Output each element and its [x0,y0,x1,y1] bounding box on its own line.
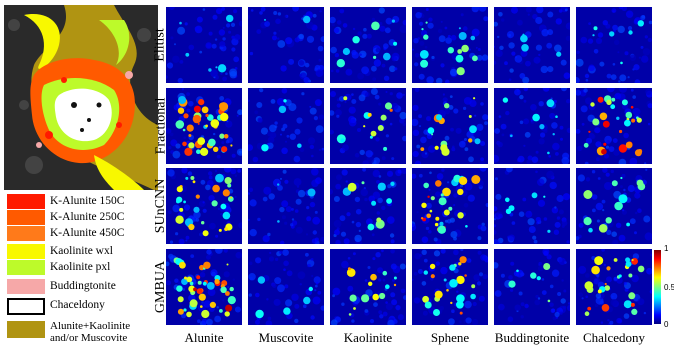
legend-swatch-chaceldony [7,298,45,315]
abundance-map-fractional-chalcedony [576,88,652,164]
abundance-map-fractional-buddingtonite [494,88,570,164]
abundance-map-fractional-alunite [166,88,242,164]
legend-label-buddingtonite: Buddingtonite [50,280,116,292]
colorbar-tick-max: 1 [664,244,669,253]
col-label-muscovite: Muscovite [258,330,314,345]
legend-swatch-k-alunite-450c [7,226,45,241]
abundance-map-gmbua-buddingtonite [494,249,570,325]
abundance-map-elitist-chalcedony [576,7,652,83]
abundance-map-suncnn-chalcedony [576,168,652,244]
abundance-map-gmbua-kaolinite [330,249,406,325]
abundance-map-elitist-kaolinite [330,7,406,83]
abundance-map-fractional-sphene [412,88,488,164]
legend-label-kaolinite-pxl: Kaolinite pxl [50,261,111,273]
legend-swatch-kaolinite-pxl [7,260,45,275]
col-label-buddingtonite: Buddingtonite [494,330,570,345]
abundance-map-suncnn-kaolinite [330,168,406,244]
abundance-map-fractional-muscovite [248,88,324,164]
colorbar [654,250,661,324]
abundance-map-elitist-sphene [412,7,488,83]
col-label-sphene: Sphene [430,330,470,345]
abundance-map-gmbua-chalcedony [576,249,652,325]
abundance-map-fractional-kaolinite [330,88,406,164]
col-label-chalcedony: Chalcedony [582,330,646,345]
col-label-kaolinite: Kaolinite [343,330,393,345]
legend-swatch-buddingtonite [7,279,45,294]
legend-label-k-alunite-450c: K-Alunite 450C [50,227,125,239]
legend-label-k-alunite-250c: K-Alunite 250C [50,211,125,223]
legend-label-chaceldony: Chaceldony [50,299,105,311]
legend-label-alunite-mix: Alunite+Kaolinite and/or Muscovite [50,320,131,344]
ground-truth-map-image [4,5,158,190]
col-label-alunite: Alunite [184,330,224,345]
abundance-map-elitist-muscovite [248,7,324,83]
ground-truth-map [4,5,158,190]
abundance-map-suncnn-buddingtonite [494,168,570,244]
abundance-map-gmbua-alunite [166,249,242,325]
colorbar-tick-mid: 0.5 [664,283,674,292]
legend-swatch-alunite-mix [7,321,45,338]
abundance-map-elitist-alunite [166,7,242,83]
abundance-map-gmbua-sphene [412,249,488,325]
legend-label-kaolinite-wxl: Kaolinite wxl [50,245,113,257]
legend-label-k-alunite-150c: K-Alunite 150C [50,195,125,207]
legend-swatch-k-alunite-150c [7,194,45,209]
abundance-map-suncnn-alunite [166,168,242,244]
abundance-map-suncnn-sphene [412,168,488,244]
colorbar-tick-min: 0 [664,320,669,329]
abundance-map-elitist-buddingtonite [494,7,570,83]
abundance-map-gmbua-muscovite [248,249,324,325]
legend-swatch-k-alunite-250c [7,210,45,225]
legend-swatch-kaolinite-wxl [7,244,45,259]
abundance-map-suncnn-muscovite [248,168,324,244]
